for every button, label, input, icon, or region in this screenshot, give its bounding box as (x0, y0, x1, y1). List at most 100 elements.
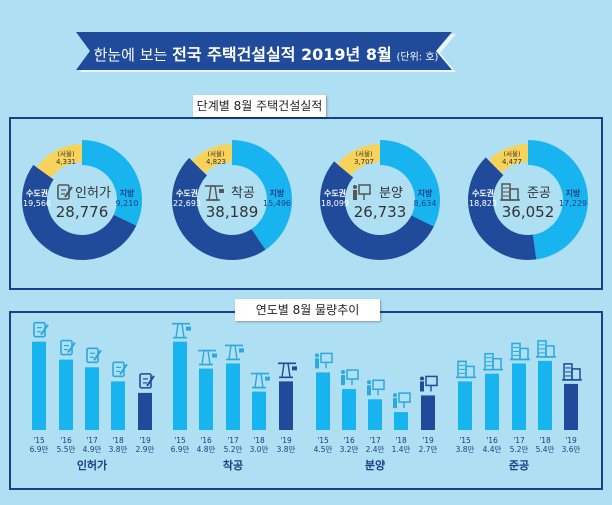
year-label: '17 (369, 436, 381, 445)
board (358, 184, 371, 195)
donut-total: 26,733 (354, 203, 407, 221)
year-label: '19 (565, 436, 577, 445)
body (341, 375, 345, 386)
value-label: 2.9만 (136, 445, 155, 454)
tower-b (571, 368, 581, 381)
donut-title: 분양 (379, 186, 403, 201)
head (315, 353, 319, 358)
building-icon (536, 340, 556, 358)
building-icon (500, 183, 520, 201)
pen (93, 349, 102, 361)
slice-capital (319, 161, 434, 261)
group-title: 인허가 (77, 458, 107, 472)
group-title: 착공 (223, 458, 243, 472)
value-label: 2.7만 (419, 445, 438, 454)
permit-document-icon (60, 339, 76, 356)
bar (421, 395, 435, 430)
year-label: '18 (253, 436, 265, 445)
value-label: 3.6만 (562, 445, 581, 454)
tower (281, 362, 291, 379)
group-title: 분양 (365, 458, 385, 472)
bar (173, 341, 187, 430)
board (372, 379, 385, 391)
pen (119, 363, 128, 375)
bar (252, 391, 266, 430)
year-label: '17 (513, 436, 525, 445)
pen (146, 375, 155, 387)
tower-b (465, 365, 475, 379)
year-label: '19 (280, 436, 292, 445)
permit-document-icon (112, 361, 128, 378)
page-title: 한눈에 보는 전국 주택건설실적 2019년 8월 (단위: 호) (72, 41, 460, 65)
value-label: 4.9만 (83, 445, 102, 454)
pen (40, 324, 49, 336)
bar (394, 412, 408, 430)
year-label: '17 (86, 436, 98, 445)
capital-name: 수도권 (324, 188, 346, 198)
board (320, 352, 333, 364)
bar (485, 373, 499, 430)
head (393, 393, 397, 398)
head (367, 380, 371, 385)
seoul-value: 3,707 (354, 158, 374, 166)
local-name: 지방 (418, 188, 433, 198)
stage-section-label: 단계별 8월 주택건설실적 (193, 95, 326, 117)
bar (59, 359, 73, 430)
title-main: 전국 주택건설실적 2019년 8월 (172, 45, 392, 64)
seoul-value: 4,823 (206, 158, 226, 166)
load (239, 348, 244, 353)
local-name: 지방 (270, 188, 285, 198)
presentation-board-icon (341, 369, 359, 386)
title-banner: 한눈에 보는 전국 주택건설실적 2019년 8월 (단위: 호) (72, 32, 460, 72)
crane-icon (172, 322, 191, 339)
value-label: 5.2만 (224, 445, 243, 454)
year-label: '17 (227, 436, 239, 445)
slice-capital (22, 164, 137, 260)
seoul-name: (서울) (355, 149, 372, 158)
year-label: '16 (200, 436, 212, 445)
slice-seoul (337, 144, 380, 176)
year-label: '18 (539, 436, 551, 445)
bar (85, 367, 99, 430)
slice-capital (468, 157, 537, 260)
slice-capital (172, 157, 266, 260)
bar (32, 341, 46, 430)
board (398, 392, 411, 403)
donut-title: 착공 (231, 186, 255, 201)
body (393, 398, 397, 409)
local-name: 지방 (120, 188, 135, 198)
head (353, 185, 357, 189)
donut-title: 인허가 (75, 186, 111, 201)
slice-local (380, 140, 440, 227)
tower-b (519, 347, 529, 361)
slice-seoul (36, 144, 82, 178)
capital-value: 18,823 (469, 199, 497, 208)
crane-icon (251, 372, 270, 389)
load (186, 326, 191, 331)
slice-seoul (488, 144, 528, 173)
building-icon (456, 360, 476, 379)
value-label: 3.8만 (456, 445, 475, 454)
body (367, 385, 371, 396)
value-label: 3.2만 (340, 445, 359, 454)
head (341, 370, 345, 375)
presentation-board-icon (353, 184, 371, 200)
capital-name: 수도권 (176, 188, 198, 198)
tower-b (545, 345, 555, 358)
value-label: 3.8만 (109, 445, 128, 454)
building-icon (510, 342, 530, 361)
donut-title: 준공 (527, 186, 551, 201)
crane-icon (278, 362, 297, 379)
load (219, 189, 224, 193)
body (353, 190, 357, 200)
value-label: 6.9만 (171, 445, 190, 454)
presentation-board-icon (420, 375, 438, 392)
permit-document-icon (86, 347, 102, 364)
value-label: 4.5만 (314, 445, 333, 454)
tower (175, 322, 185, 339)
slice-local (82, 140, 142, 226)
capital-value: 22,693 (173, 199, 201, 208)
